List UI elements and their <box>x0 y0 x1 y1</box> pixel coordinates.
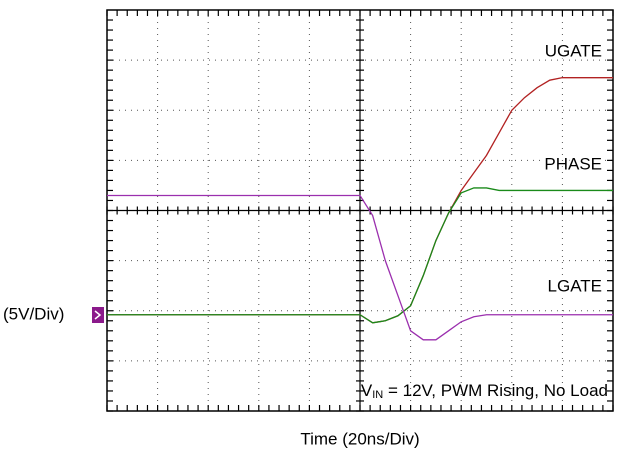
ground-marker <box>92 307 104 323</box>
annotation: VIN = 12V, PWM Rising, No Load <box>361 381 608 400</box>
trace-label: UGATE <box>545 41 602 60</box>
trace <box>107 187 613 324</box>
plot: UGATE PHASE LGATE <box>106 9 614 412</box>
plot-frame <box>106 9 614 412</box>
trace-label: LGATE <box>548 276 602 295</box>
trace-label: PHASE <box>544 154 602 173</box>
annotation-subscript: IN <box>372 389 383 401</box>
annotation-part: = 12V, PWM Rising, No Load <box>383 381 608 400</box>
ground-marker-arrow <box>94 310 102 320</box>
scale-label: (5V/Div) <box>3 304 64 323</box>
trace <box>107 194 613 341</box>
x-axis-label: Time (20ns/Div) <box>300 429 419 448</box>
annotation-part: V <box>361 381 373 400</box>
